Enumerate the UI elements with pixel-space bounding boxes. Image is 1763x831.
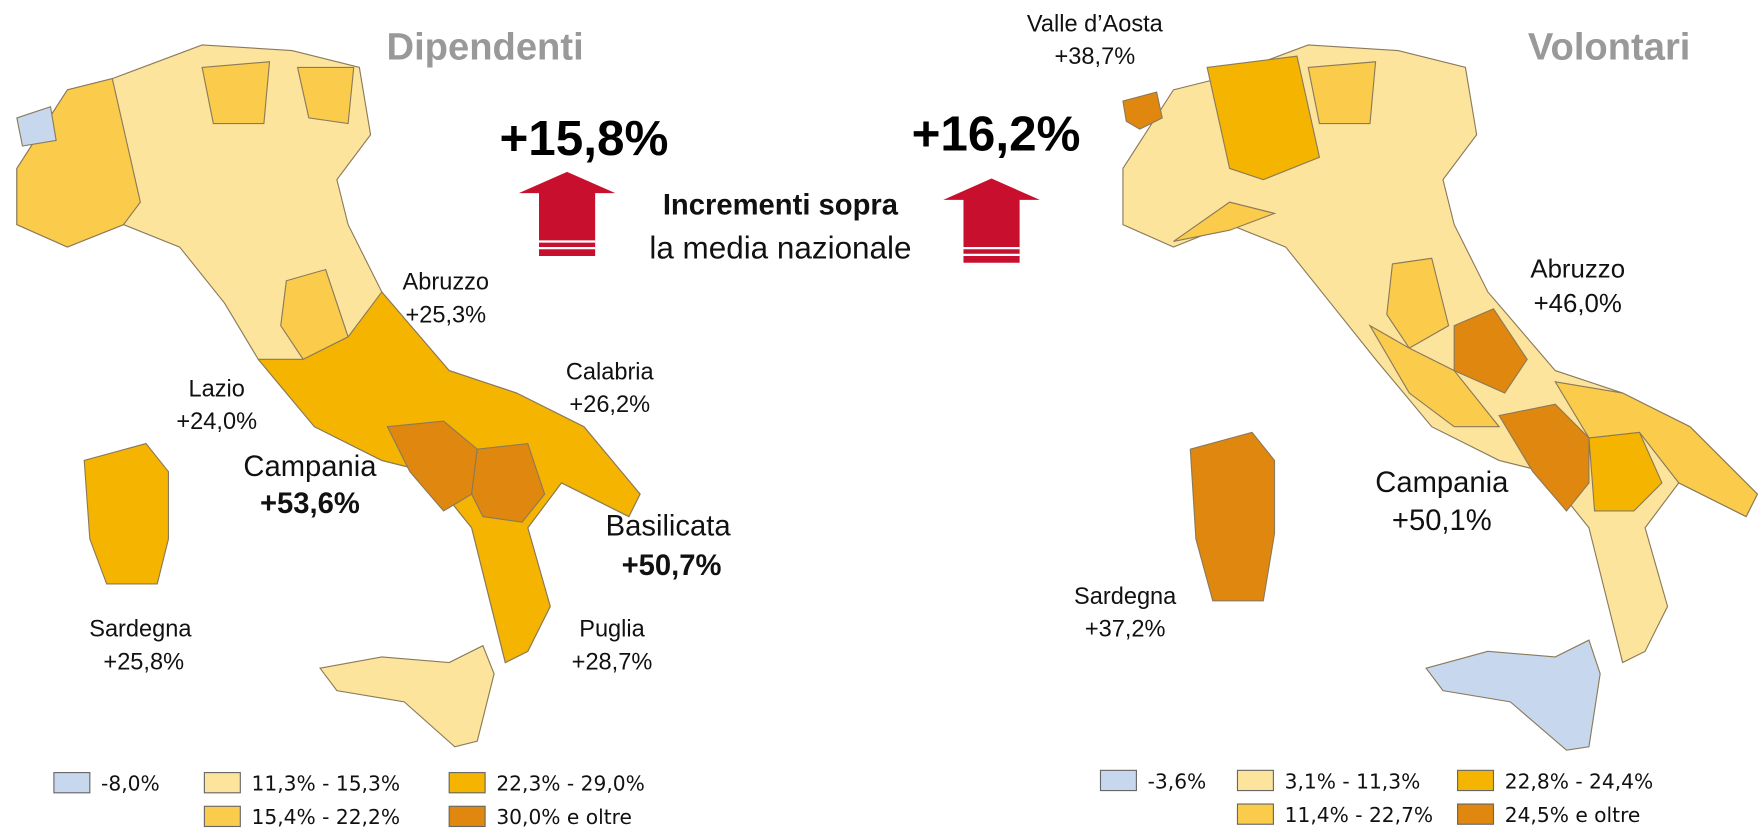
center-line1: Incrementi sopra xyxy=(663,189,899,221)
legend-label: 3,1% - 11,3% xyxy=(1285,769,1421,793)
region-name: Sardegna xyxy=(1074,583,1177,609)
valle-aosta xyxy=(1122,91,1163,130)
region-name: Abruzzo xyxy=(1530,255,1625,283)
region-name: Lazio xyxy=(189,375,245,401)
legend-label: -8,0% xyxy=(101,772,160,796)
region-name: Campania xyxy=(243,451,377,483)
region-value: +25,8% xyxy=(103,648,184,674)
region-name: Basilicata xyxy=(606,511,732,543)
legend-label: 11,4% - 22,7% xyxy=(1285,803,1434,827)
trentino xyxy=(1307,61,1377,125)
legend-swatch xyxy=(1099,769,1137,792)
legend-swatch xyxy=(1457,769,1495,792)
legend-swatch xyxy=(53,772,91,794)
lazio xyxy=(1368,324,1501,428)
region-value: +50,7% xyxy=(622,550,722,582)
basilicata xyxy=(471,442,546,523)
total: +15,8% xyxy=(499,111,668,166)
region-value: +46,0% xyxy=(1534,290,1622,318)
legend-label: 11,3% - 15,3% xyxy=(252,772,401,796)
title: Dipendenti xyxy=(387,26,584,69)
trentino xyxy=(201,61,271,125)
total: +16,2% xyxy=(912,106,1081,161)
region-value: +53,6% xyxy=(260,488,360,520)
title: Volontari xyxy=(1528,26,1691,69)
region-name: Abruzzo xyxy=(403,269,490,295)
sardegna xyxy=(83,442,170,585)
legend-swatch xyxy=(448,805,486,828)
region-value: +28,7% xyxy=(572,648,653,674)
map-volontari xyxy=(1122,44,1759,751)
region-name: Sardegna xyxy=(89,616,192,642)
legend-label: 24,5% e oltre xyxy=(1505,803,1641,827)
legend-swatch xyxy=(448,772,486,794)
region-value: +50,1% xyxy=(1392,505,1492,537)
abruzzo xyxy=(1453,308,1528,394)
map-dipendenti xyxy=(16,44,641,748)
legend-swatch xyxy=(203,772,241,794)
legend-swatch xyxy=(203,805,241,828)
legend-label: 15,4% - 22,2% xyxy=(252,805,401,829)
center-line2: la media nazionale xyxy=(649,230,911,265)
sicilia xyxy=(1425,639,1601,751)
friuli xyxy=(296,66,355,125)
liguria xyxy=(1173,201,1277,242)
region-name: Campania xyxy=(1375,467,1509,499)
arrow-left xyxy=(518,171,616,257)
lombardia xyxy=(1206,55,1321,181)
arrow-right xyxy=(943,178,1040,263)
region-value: +38,7% xyxy=(1055,43,1136,69)
region-value: +26,2% xyxy=(569,391,650,417)
umbria xyxy=(1386,257,1450,349)
region-value: +37,2% xyxy=(1085,616,1166,642)
legend-swatch xyxy=(1236,803,1274,825)
legend-swatch xyxy=(1457,803,1495,825)
region-name: Puglia xyxy=(579,616,645,642)
legend-label: 22,8% - 24,4% xyxy=(1505,769,1654,793)
region-value: +25,3% xyxy=(405,301,486,327)
puglia xyxy=(1554,381,1759,518)
valle-aosta xyxy=(16,105,57,147)
legend-label: 30,0% e oltre xyxy=(496,805,632,829)
sicilia xyxy=(319,644,495,748)
region-value: +24,0% xyxy=(176,408,257,434)
legends: -8,0% 11,3% - 15,3% 15,4% - 22,2% 22,3% - 2… xyxy=(53,769,1654,829)
campania xyxy=(1498,403,1590,512)
legend-label: 22,3% - 29,0% xyxy=(496,772,644,796)
region-name: Calabria xyxy=(566,359,655,385)
sardegna xyxy=(1189,431,1276,602)
legend-label: -3,6% xyxy=(1148,769,1207,793)
legend-swatch xyxy=(1236,769,1274,792)
region-name: Valle d’Aosta xyxy=(1027,10,1164,36)
